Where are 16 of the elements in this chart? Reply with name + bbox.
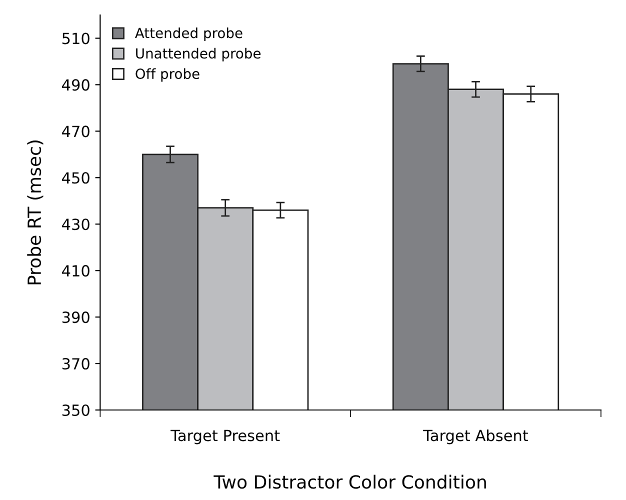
legend-label: Off probe xyxy=(136,68,200,82)
legend-label: Attended probe xyxy=(134,28,242,41)
y-tick-label: 350 xyxy=(62,404,90,416)
y-tick-label: 450 xyxy=(62,172,90,184)
x-tick-label: Target Present xyxy=(170,430,280,444)
y-tick-label: 430 xyxy=(62,218,90,230)
y-axis-title: Probe RT (msec) xyxy=(27,140,44,284)
x-tick-label: Target Absent xyxy=(423,429,528,444)
legend-label: Unattended probe xyxy=(136,48,261,62)
x-axis-title: Two Distractor Color Condition xyxy=(214,474,486,489)
y-tick-label: 370 xyxy=(62,358,90,370)
y-tick-label: 410 xyxy=(62,265,90,277)
y-tick-label: 490 xyxy=(62,79,90,91)
y-tick-label: 390 xyxy=(62,312,90,324)
y-tick-label: 470 xyxy=(62,126,90,138)
y-tick-label: 510 xyxy=(62,32,90,44)
